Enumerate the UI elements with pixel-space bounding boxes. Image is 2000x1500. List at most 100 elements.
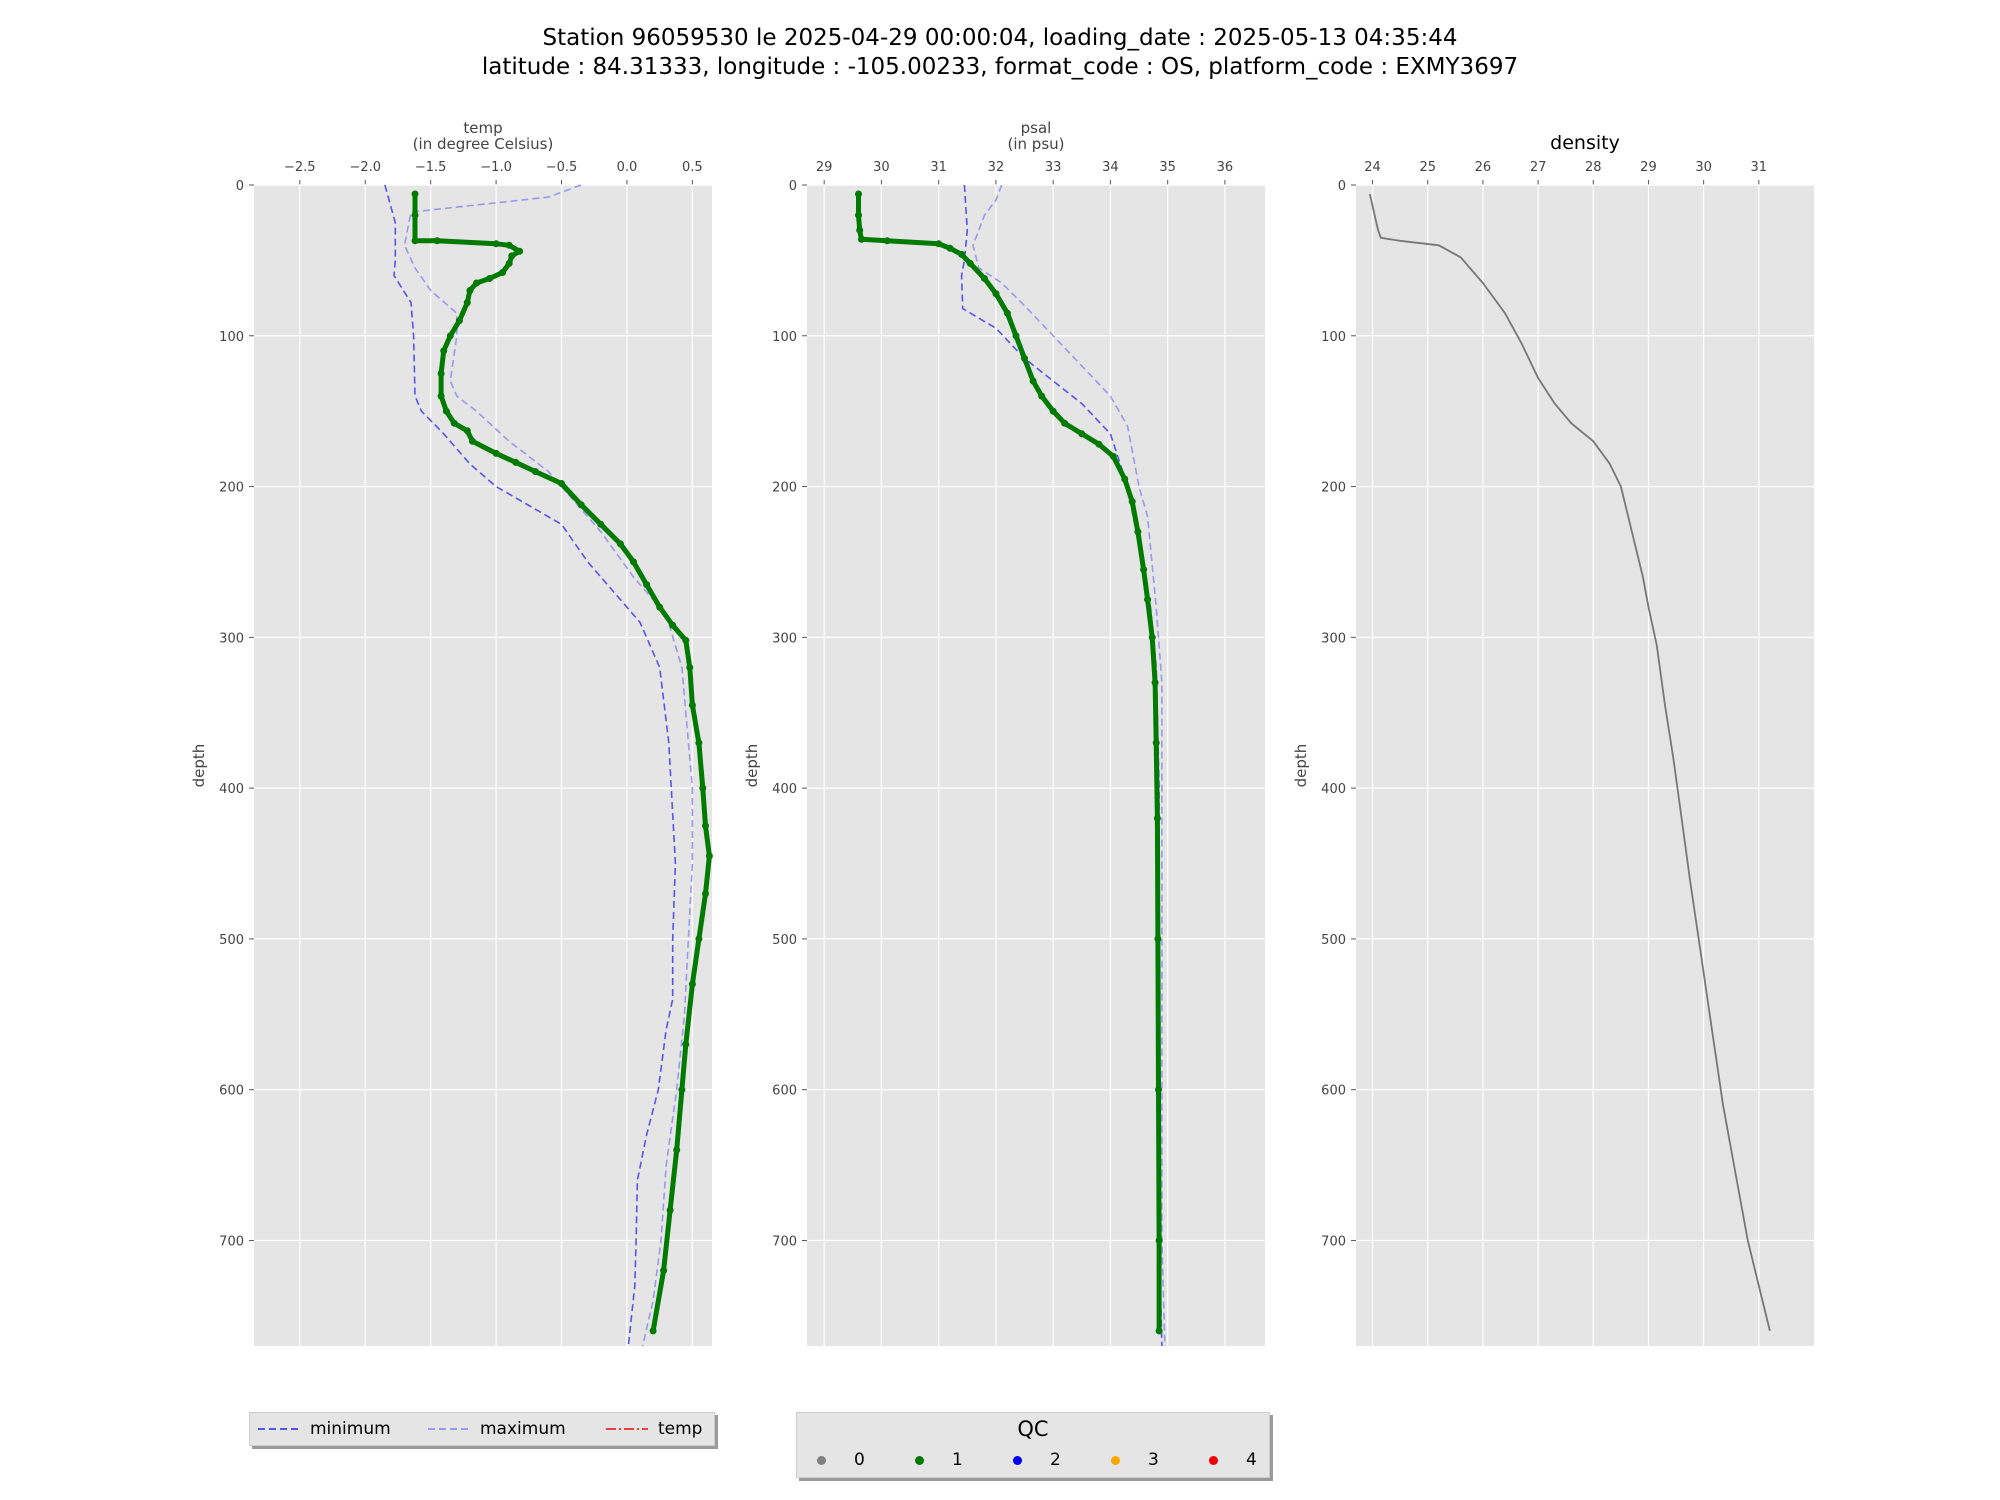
data-point-temp [411,211,419,219]
data-point-psal [1144,596,1152,604]
data-point-psal [1121,475,1129,483]
y-tick-label: 600 [1321,1084,1346,1099]
legend-label-temp: temp [658,1419,703,1439]
data-point-temp [678,1086,686,1094]
qc-dot-3 [1111,1455,1120,1465]
x-tick-label: 26 [1475,160,1492,175]
data-point-temp [597,520,605,528]
data-point-psal [1095,440,1103,448]
data-point-temp [577,501,585,509]
data-point-temp [688,980,696,988]
x-tick-label: 29 [1640,160,1657,175]
qc-item-0: 0 [817,1447,865,1473]
data-point-temp [660,1267,668,1275]
data-point-psal [935,240,943,248]
y-tick-label: 500 [219,933,244,948]
y-tick-label: 500 [1321,933,1346,948]
data-point-temp [466,287,474,294]
x-tick-label: 29 [816,160,833,175]
data-point-psal [1148,633,1156,641]
data-point-temp [512,458,520,466]
legend-item-maximum: maximum [428,1413,566,1445]
data-point-psal [857,235,865,243]
y-axis-label: depth [190,744,208,788]
qc-dot-2 [1013,1455,1022,1465]
qc-legend-title: QC [1017,1417,1049,1441]
x-tick-label: −1.5 [415,160,447,175]
x-tick-label: −2.0 [349,160,381,175]
data-point-temp [411,237,419,245]
data-point-psal [966,259,974,267]
y-tick-label: 400 [772,782,797,797]
data-point-psal [958,250,966,258]
data-point-psal [1155,1237,1163,1244]
qc-item-2: 2 [1013,1447,1061,1473]
y-tick-label: 400 [219,782,244,797]
plot-area [254,185,712,1346]
data-point-temp [446,332,454,340]
data-point-temp [695,739,703,747]
x-tick-label: 28 [1585,160,1602,175]
data-point-psal [883,237,891,245]
data-point-temp [505,241,513,249]
y-tick-label: 100 [219,330,244,345]
data-point-psal [855,190,862,198]
data-point-temp [682,1040,690,1048]
y-tick-label: 700 [772,1234,797,1249]
qc-item-1: 1 [915,1447,963,1473]
data-point-temp [492,449,500,457]
series-maximum [972,184,1166,1347]
data-point-temp [686,664,694,671]
x-tick-label: −0.5 [546,160,578,175]
qc-label-1: 1 [952,1450,963,1470]
data-point-temp [695,935,703,943]
data-point-psal [1078,430,1086,438]
x-tick-label: 0.5 [682,160,703,175]
x-tick-label: 31 [1751,160,1768,175]
y-tick-label: 200 [219,481,244,496]
line-legend: minimum maximum temp [249,1412,715,1446]
series-maximum [403,184,694,1347]
data-point-temp [411,190,419,198]
x-tick-label: 32 [988,160,1005,175]
panel-title: temp [463,119,502,137]
data-point-temp [450,419,458,427]
data-point-temp [558,480,565,487]
qc-dot-0 [817,1455,826,1465]
qc-item-4: 4 [1209,1447,1257,1473]
x-tick-label: −1.0 [480,160,512,175]
series-density [1368,193,1771,1332]
x-tick-label: 30 [873,160,890,175]
plot-area [1356,185,1814,1346]
data-point-temp [682,636,690,644]
data-point-psal [1061,419,1069,427]
data-point-temp [463,299,471,307]
x-tick-label: 30 [1695,160,1712,175]
x-tick-label: 27 [1530,160,1547,175]
data-point-psal [1154,935,1162,943]
x-tick-label: 35 [1159,160,1176,175]
data-point-psal [855,211,862,219]
chart-title-line1: Station 96059530 le 2025-04-29 00:00:04,… [542,25,1458,51]
legend-item-temp: temp [606,1413,702,1445]
temp-panel: −2.5 −2.0 −1.5 −1.0 −0.5 0.0 0.5 0 100 200 300 400 5… [190,119,713,1347]
data-point-temp [499,269,507,276]
qc-label-2: 2 [1050,1450,1061,1470]
series-psal [856,194,1162,1331]
panel-title: (in degree Celsius) [413,135,554,153]
data-point-temp [486,275,493,282]
data-point-psal [1155,1327,1163,1335]
data-point-temp [666,1206,674,1214]
data-point-temp [492,240,500,248]
x-tick-label: 0.0 [617,160,638,175]
qc-label-4: 4 [1246,1450,1257,1470]
data-point-psal [1012,332,1020,340]
y-tick-label: 200 [772,481,797,496]
data-point-temp [699,784,707,792]
data-point-psal [1153,814,1161,822]
chart-title: Station 96059530 le 2025-04-29 00:00:04,… [0,24,2000,82]
panel-title: psal [1021,119,1052,137]
y-tick-label: 400 [1321,782,1346,797]
y-tick-label: 100 [772,330,797,345]
